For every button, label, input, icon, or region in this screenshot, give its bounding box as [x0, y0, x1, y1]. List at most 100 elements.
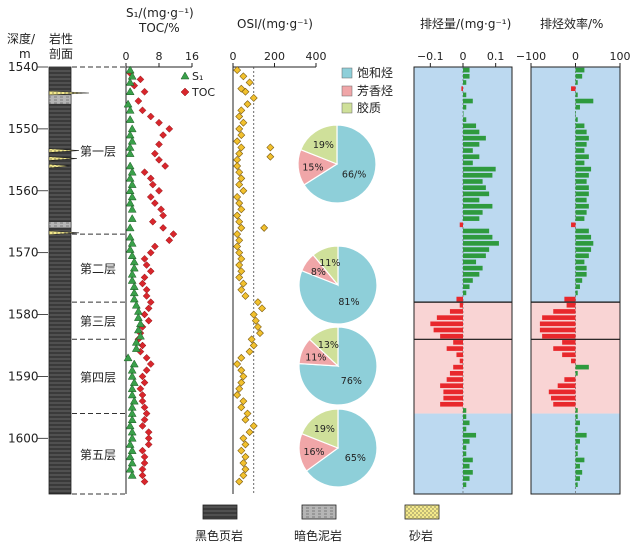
- expulsion-bar: [463, 414, 467, 419]
- efficiency-bar: [575, 271, 587, 277]
- lith-black-shale-body: [48, 66, 72, 495]
- expulsion-bar: [463, 203, 493, 209]
- efficiency-bar: [548, 389, 576, 395]
- osi-point: [237, 267, 246, 276]
- s1-point: [127, 371, 137, 380]
- expulsion-bar: [463, 290, 467, 296]
- expulsion-bar: [463, 172, 493, 178]
- toc-point: [134, 97, 143, 105]
- expulsion-bar: [443, 389, 463, 395]
- legend-swatch-saturated: [341, 67, 353, 79]
- layer-label: 第二层: [80, 262, 116, 276]
- efficiency-bar: [571, 222, 576, 228]
- s1-point: [129, 378, 139, 386]
- efficiency-x-tick-label: 100: [610, 50, 631, 63]
- toc-point: [165, 125, 174, 133]
- toc-point: [155, 186, 163, 195]
- expulsion-bar: [463, 241, 499, 246]
- legend-swatch-aromatic: [341, 85, 353, 97]
- osi-point: [258, 304, 266, 313]
- efficiency-bar: [575, 234, 592, 240]
- toc-point: [146, 298, 155, 307]
- osi-point: [233, 211, 242, 220]
- lith-sandstone-lens: [48, 90, 90, 96]
- lithology-column: [48, 66, 90, 495]
- osi-point: [235, 124, 244, 133]
- efficiency-bar: [575, 445, 578, 450]
- osi-point: [237, 446, 246, 455]
- efficiency-bar: [575, 414, 578, 419]
- efficiency-bar: [575, 476, 580, 481]
- expulsion-x-tick-label: 0: [460, 50, 467, 63]
- osi-point: [237, 366, 246, 375]
- depth-tick-label: 1570: [8, 246, 39, 260]
- toc-point: [169, 230, 178, 238]
- lith-sandstone-lens: [48, 148, 80, 153]
- osi-point: [237, 254, 246, 263]
- toc-point: [148, 217, 157, 226]
- efficiency-x-tick-label: 0: [572, 50, 579, 63]
- toc-point: [140, 87, 149, 96]
- legend-label-dark-mudstone: 暗色泥岩: [294, 528, 342, 543]
- legend-swatch-black-shale: [202, 504, 238, 520]
- lith-sandstone-lens: [48, 156, 78, 161]
- efficiency-bar: [575, 228, 589, 234]
- expulsion-bar: [446, 377, 463, 382]
- depth-tick-label: 1560: [8, 184, 39, 198]
- lith-dark-mudstone-bed: [48, 221, 72, 229]
- expulsion-bar: [463, 234, 493, 240]
- toc-point: [142, 292, 151, 300]
- expulsion-bar: [463, 470, 473, 475]
- pie-slice: [303, 124, 377, 204]
- expulsion-bar: [463, 451, 467, 457]
- expulsion-bar: [443, 395, 463, 401]
- toc-point: [140, 459, 149, 467]
- expulsion-bar: [463, 439, 470, 444]
- efficiency-bar: [575, 154, 589, 160]
- osi-point: [239, 471, 248, 480]
- s1-point: [125, 186, 135, 195]
- expulsion-bar: [449, 309, 463, 314]
- osi-point: [241, 415, 250, 424]
- osi-point: [239, 279, 248, 288]
- toc-axis-title: TOC/%: [138, 21, 180, 35]
- osi-point: [243, 100, 252, 109]
- depth-tick-label: 1600: [8, 431, 39, 445]
- expulsion-bar: [440, 401, 463, 407]
- toc-point: [138, 446, 147, 455]
- legend-label-aromatic: 芳香烃: [357, 84, 393, 98]
- expulsion-bar: [463, 98, 473, 104]
- pie-slice-label: 16%: [303, 447, 324, 458]
- s1-point: [127, 180, 137, 188]
- s1-toc-panel: 0 8 16: [123, 50, 199, 494]
- pie-charts: 66/%15%19%81%8%11%76%11%13%65%16%19%: [297, 124, 378, 488]
- efficiency-bar: [575, 420, 580, 426]
- expulsion-bar: [463, 142, 480, 147]
- lith-sandstone-lens: [48, 230, 80, 236]
- s1-point: [136, 319, 145, 328]
- osi-point: [235, 199, 244, 208]
- expulsion-x-tick-label: −0.1: [417, 50, 444, 63]
- pie-slice-label: 11%: [305, 352, 326, 363]
- efficiency-bar: [562, 352, 576, 358]
- osi-point: [266, 143, 275, 152]
- s1-point: [123, 99, 133, 108]
- expulsion-bar: [463, 210, 483, 215]
- s1-point: [127, 136, 137, 145]
- toc-point: [140, 415, 149, 424]
- toc-point: [146, 112, 155, 121]
- legend-label-resin: 胶质: [357, 100, 381, 115]
- pie-slice-label: 19%: [314, 424, 335, 435]
- osi-point: [235, 168, 244, 177]
- efficiency-bar: [575, 104, 580, 110]
- expulsion-bar: [463, 154, 480, 160]
- osi-point: [233, 137, 242, 146]
- toc-point: [144, 440, 153, 449]
- osi-point: [235, 180, 244, 189]
- legend-swatch-sandstone: [404, 504, 440, 520]
- s1-point: [125, 198, 135, 207]
- efficiency-bar: [553, 346, 576, 351]
- toc-point: [155, 140, 163, 149]
